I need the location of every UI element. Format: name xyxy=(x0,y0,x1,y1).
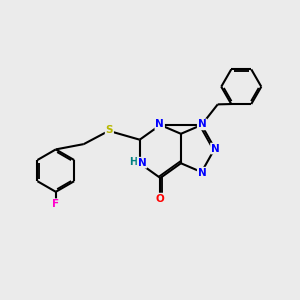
Text: N: N xyxy=(198,168,206,178)
Text: N: N xyxy=(138,158,146,168)
Text: F: F xyxy=(52,199,59,209)
Text: N: N xyxy=(155,119,164,129)
Text: S: S xyxy=(106,125,113,135)
Text: H: H xyxy=(129,157,137,167)
Text: O: O xyxy=(156,194,165,204)
Text: N: N xyxy=(198,119,206,129)
Text: N: N xyxy=(211,143,220,154)
